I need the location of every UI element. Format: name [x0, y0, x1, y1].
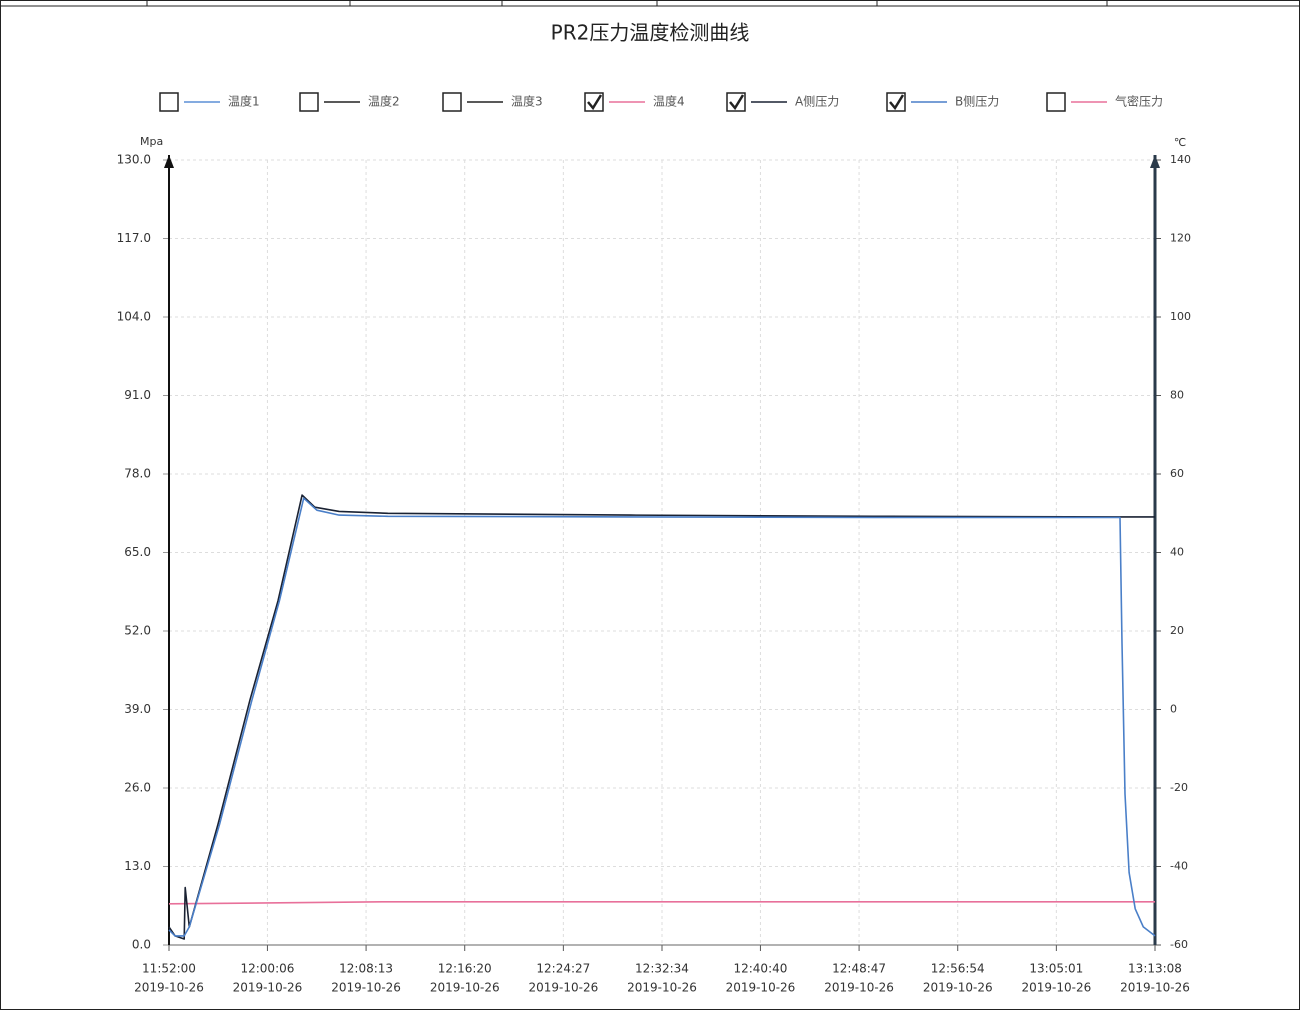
y2-tick-label: 80 [1170, 389, 1184, 402]
y2-tick-label: 100 [1170, 310, 1191, 323]
series-line [168, 494, 1155, 940]
legend-checkmark [889, 94, 905, 111]
y2-tick-label: 0 [1170, 703, 1177, 716]
y-tick-label: 39.0 [124, 702, 151, 716]
x-tick-date: 2019-10-26 [233, 981, 303, 995]
chart-title: PR2压力温度检测曲线 [551, 21, 750, 45]
y-axis-label: Mpa [140, 135, 163, 148]
legend-checkbox[interactable] [442, 92, 462, 112]
x-tick-date: 2019-10-26 [923, 981, 993, 995]
y2-axis-arrow [1150, 155, 1160, 168]
x-tick-label: 13:13:08 [1128, 962, 1182, 976]
y2-tick-label: 40 [1170, 546, 1184, 559]
legend-label: 温度4 [653, 94, 685, 109]
y-tick-label: 130.0 [117, 153, 151, 167]
x-tick-label: 11:52:00 [142, 962, 196, 976]
legend-checkbox[interactable] [159, 92, 179, 112]
legend-label: 温度3 [511, 94, 543, 109]
y-tick-label: 52.0 [124, 624, 151, 638]
x-tick-label: 12:40:40 [733, 962, 787, 976]
y2-tick-label: 60 [1170, 467, 1184, 480]
legend-label: A侧压力 [795, 95, 839, 109]
y2-tick-label: 20 [1170, 624, 1184, 637]
x-tick-label: 12:00:06 [240, 962, 294, 976]
legend-label: B侧压力 [955, 95, 999, 109]
y2-tick-label: 120 [1170, 232, 1191, 245]
y-tick-label: 91.0 [124, 388, 151, 402]
y-tick-label: 65.0 [124, 545, 151, 559]
x-tick-label: 12:48:47 [832, 962, 886, 976]
x-tick-date: 2019-10-26 [1021, 981, 1091, 995]
y2-tick-label: -20 [1170, 781, 1188, 794]
y-tick-label: 26.0 [124, 781, 151, 795]
legend-checkmark [587, 94, 603, 111]
series-line [168, 497, 1156, 937]
x-tick-label: 12:32:34 [635, 962, 689, 976]
x-tick-label: 12:16:20 [438, 962, 492, 976]
legend-checkbox[interactable] [1046, 92, 1066, 112]
y-tick-label: 0.0 [132, 938, 151, 952]
x-tick-date: 2019-10-26 [627, 981, 697, 995]
x-tick-date: 2019-10-26 [528, 981, 598, 995]
x-tick-date: 2019-10-26 [726, 981, 796, 995]
legend-checkmark [729, 94, 745, 111]
legend-checkbox[interactable] [299, 92, 319, 112]
x-tick-date: 2019-10-26 [824, 981, 894, 995]
x-tick-date: 2019-10-26 [430, 981, 500, 995]
x-tick-date: 2019-10-26 [1120, 981, 1190, 995]
y2-axis-label: ℃ [1174, 136, 1186, 149]
y-tick-label: 104.0 [117, 310, 151, 324]
x-tick-label: 13:05:01 [1029, 962, 1083, 976]
x-tick-label: 12:56:54 [931, 962, 985, 976]
y2-tick-label: 140 [1170, 153, 1191, 166]
legend-label: 温度2 [368, 94, 400, 109]
x-tick-label: 12:08:13 [339, 962, 393, 976]
y2-tick-label: -60 [1170, 938, 1188, 951]
x-tick-date: 2019-10-26 [134, 981, 204, 995]
x-tick-label: 12:24:27 [536, 962, 590, 976]
y-tick-label: 78.0 [124, 467, 151, 481]
legend-label: 气密压力 [1115, 94, 1163, 109]
legend-label: 温度1 [228, 94, 260, 109]
x-tick-date: 2019-10-26 [331, 981, 401, 995]
series-line [168, 901, 1155, 905]
y-axis-arrow [164, 155, 174, 168]
table-strip [0, 0, 1300, 7]
y-tick-label: 117.0 [117, 231, 151, 245]
y2-tick-label: -40 [1170, 860, 1188, 873]
y-tick-label: 13.0 [124, 859, 151, 873]
